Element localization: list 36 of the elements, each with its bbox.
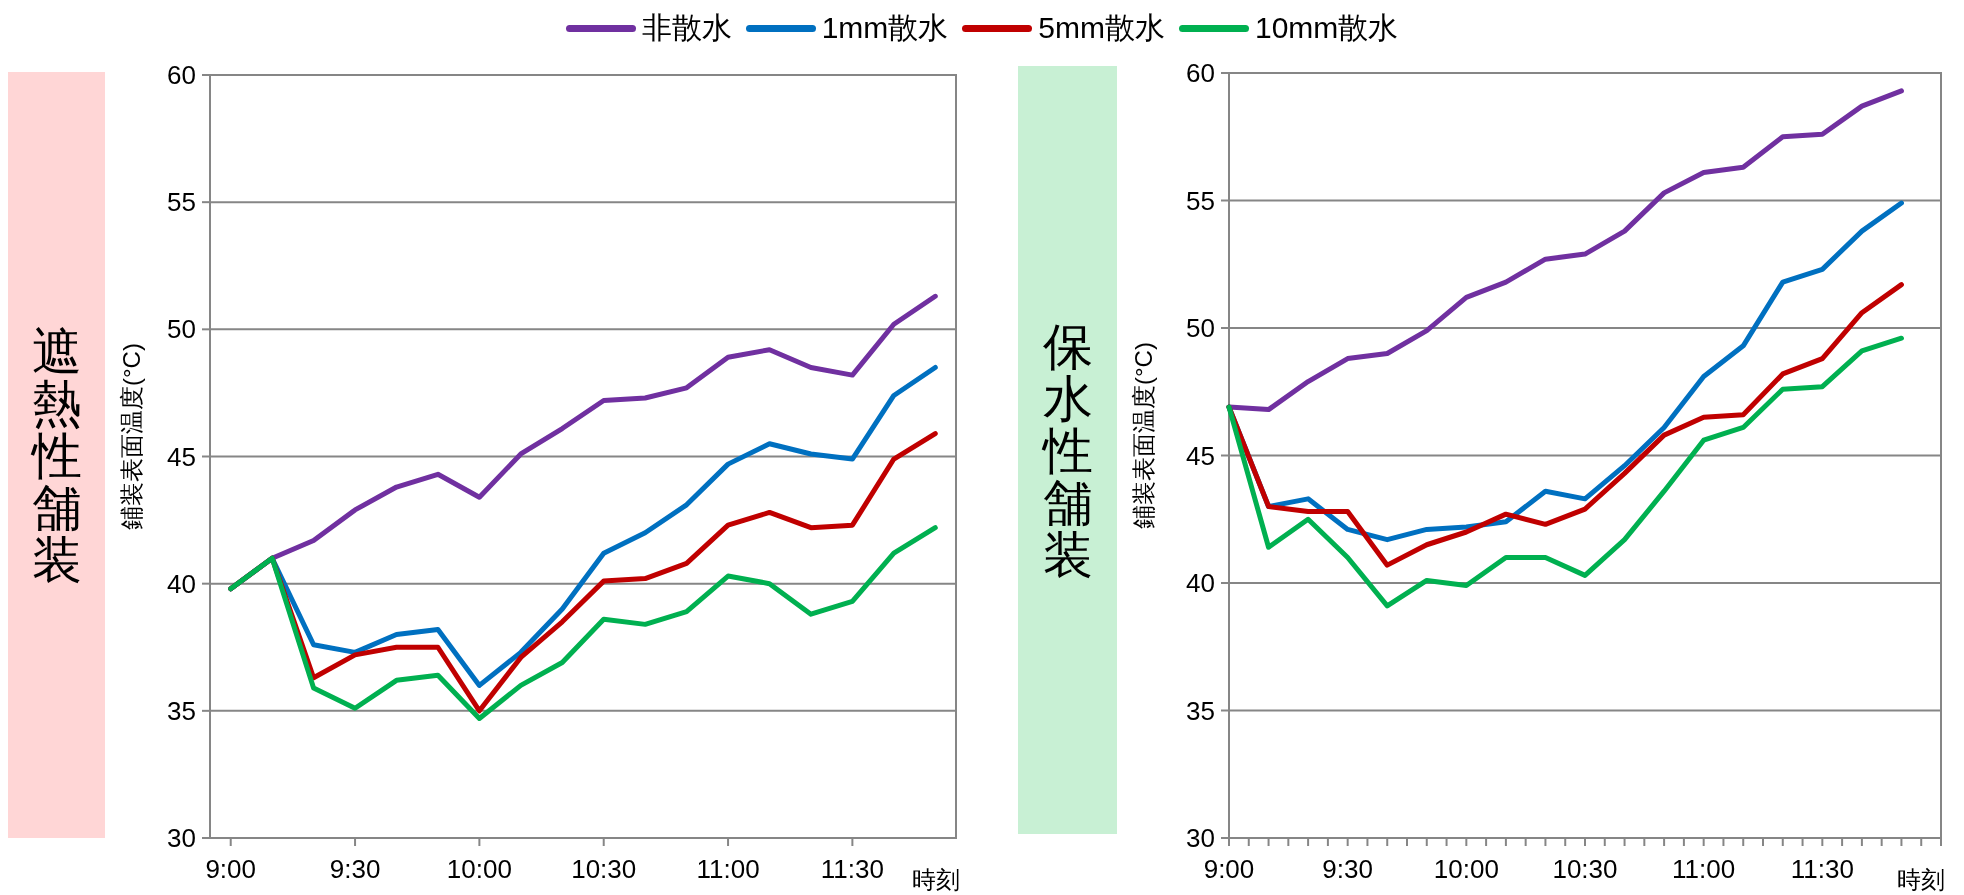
text: 遮熱性舗装 [29, 324, 82, 588]
x-tick-label: 10:30 [571, 854, 637, 884]
y-tick-label: 55 [167, 187, 196, 218]
text: 保水性舗装 [1040, 319, 1093, 583]
x-tick-label: 9:30 [329, 854, 381, 884]
y-tick-label: 60 [1186, 58, 1215, 88]
y-tick-label: 50 [1186, 313, 1215, 343]
legend-label: 非散水 [641, 10, 732, 46]
y-tick-label: 50 [167, 314, 196, 345]
x-tick-label: 10:00 [1433, 854, 1499, 884]
y-tick-label: 45 [1186, 440, 1215, 471]
y-axis-title: 鋪装表面温度(°C) [1130, 342, 1157, 529]
legend-label: 1mm散水 [821, 10, 949, 46]
y-tick-label: 30 [167, 823, 196, 853]
legend-label: 10mm散水 [1254, 10, 1399, 46]
y-tick-label: 60 [167, 60, 196, 90]
x-tick-label: 9:00 [1203, 854, 1255, 884]
y-axis-title: 鋪装表面温度(°C) [118, 343, 145, 530]
y-tick-label: 40 [167, 568, 196, 599]
y-tick-label: 35 [1186, 695, 1215, 726]
legend-label: 5mm散水 [1038, 10, 1165, 46]
y-tick-label: 35 [167, 695, 196, 726]
x-tick-label: 9:30 [1322, 854, 1373, 884]
x-tick-label: 11:00 [1672, 854, 1736, 884]
y-tick-label: 40 [1186, 568, 1215, 598]
x-tick-label: 11:30 [820, 854, 884, 884]
x-axis-title: 時刻 [1897, 866, 1945, 893]
x-axis-title: 時刻 [912, 866, 960, 893]
x-tick-label: 10:30 [1552, 854, 1618, 884]
y-tick-label: 55 [1186, 185, 1215, 216]
x-tick-label: 10:00 [446, 854, 512, 884]
x-tick-label: 11:30 [1790, 854, 1854, 884]
x-tick-label: 9:00 [205, 854, 257, 884]
y-tick-label: 45 [167, 441, 196, 472]
y-tick-label: 30 [1186, 823, 1215, 853]
x-tick-label: 11:00 [696, 854, 760, 884]
